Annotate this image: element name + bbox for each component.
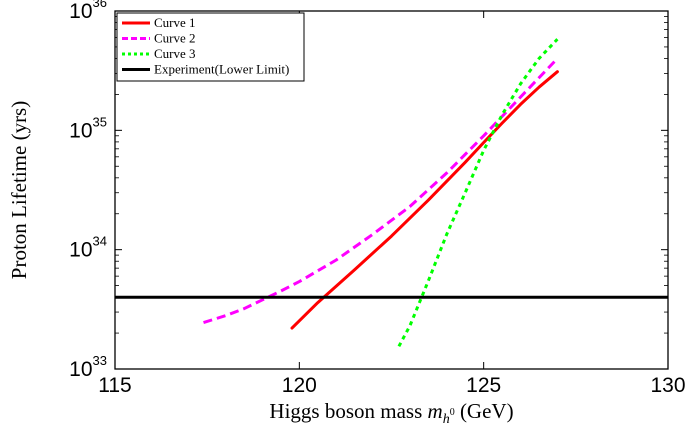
x-tick-label: 130: [650, 374, 685, 397]
x-tick-label: 125: [466, 374, 501, 397]
series-line-curve-3: [397, 38, 559, 348]
y-tick-label: 1034: [69, 234, 107, 262]
series-line-curve-1: [290, 70, 559, 330]
x-axis-title: Higgs boson mass mh0 (GeV): [269, 399, 513, 427]
y-tick-label: 1035: [69, 114, 107, 142]
legend-label-curve-2: Curve 2: [154, 31, 196, 46]
y-tick-label: 1033: [69, 353, 107, 381]
legend-label-curve-3: Curve 3: [154, 46, 196, 61]
y-tick-label: 1036: [69, 0, 107, 23]
series-line-curve-2: [203, 57, 559, 325]
legend-label-experiment-lower-limit: Experiment(Lower Limit): [154, 62, 289, 77]
y-axis-title: Proton Lifetime (yrs): [7, 101, 31, 279]
plot-frame: [114, 10, 669, 370]
legend-label-curve-1: Curve 1: [154, 15, 196, 30]
series-layer: [115, 38, 668, 348]
x-tick-label: 120: [282, 374, 317, 397]
x-tick-label: 115: [98, 374, 131, 397]
